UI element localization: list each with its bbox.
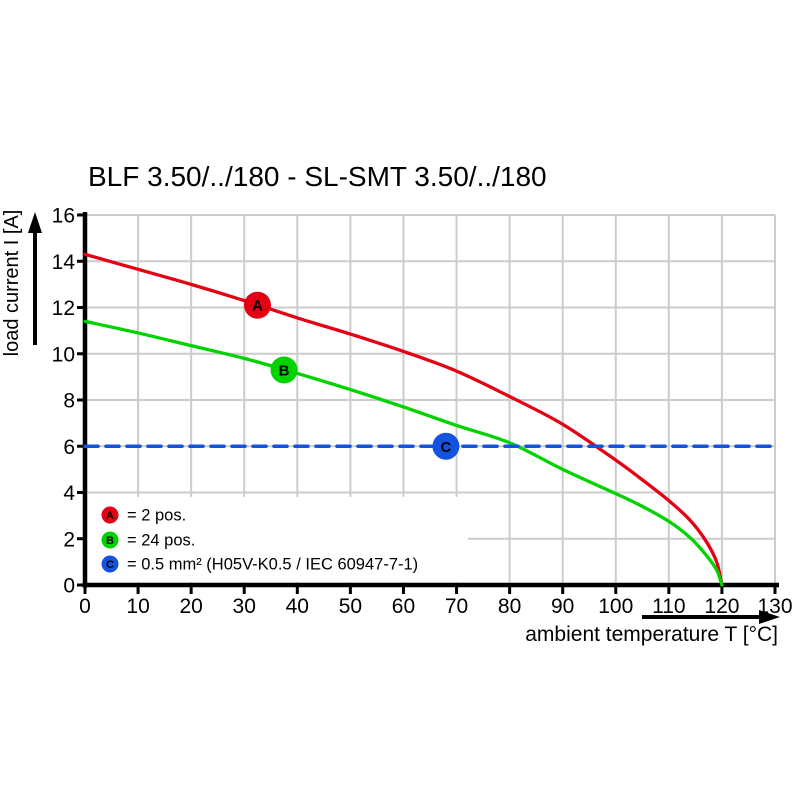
x-tick-label-50: 50 <box>339 595 362 618</box>
y-tick-label-8: 8 <box>63 390 75 413</box>
x-tick-label-80: 80 <box>498 595 521 618</box>
marker-B: B <box>270 356 298 384</box>
marker-letter-A: A <box>252 298 263 315</box>
legend-marker-C <box>101 555 119 573</box>
marker-circle-A <box>244 291 271 319</box>
x-axis-label: ambient temperature T [°C] <box>525 623 778 646</box>
legend-item-B: B = 24 pos. <box>101 531 195 550</box>
legend-marker-letter-A: A <box>106 510 114 522</box>
x-tick-label-120: 120 <box>704 595 739 618</box>
x-tick-label-40: 40 <box>286 595 309 618</box>
x-tick-label-100: 100 <box>598 595 633 618</box>
marker-A: A <box>244 291 271 319</box>
y-tick-label-16: 16 <box>52 205 75 228</box>
legend-label-B: = 24 pos. <box>127 532 195 550</box>
y-tick-label-6: 6 <box>63 436 75 459</box>
y-tick-label-12: 12 <box>52 297 75 320</box>
y-tick-label-4: 4 <box>63 482 75 505</box>
x-tick-label-30: 30 <box>233 595 256 618</box>
curve-B <box>83 319 724 587</box>
y-tick-label-10: 10 <box>52 343 75 366</box>
legend-item-A: A = 2 pos. <box>101 506 186 525</box>
marker-letter-C: C <box>441 439 452 456</box>
y-tick-label-0: 0 <box>63 575 75 598</box>
legend-marker-B <box>101 531 119 549</box>
curve-A <box>83 252 724 587</box>
x-tick-label-0: 0 <box>79 595 91 618</box>
legend-label-A: = 2 pos. <box>127 507 186 525</box>
legend-marker-A <box>101 506 119 524</box>
legend-marker-letter-C: C <box>106 559 114 571</box>
chart-title: BLF 3.50/../180 - SL-SMT 3.50/../180 <box>88 161 547 192</box>
marker-C: C <box>432 432 460 460</box>
y-axis-label: load current I [A] <box>1 210 23 357</box>
y-tick-label-2: 2 <box>63 528 75 551</box>
x-tick-label-110: 110 <box>652 595 685 618</box>
marker-circle-B <box>270 356 298 384</box>
legend-background <box>87 497 468 582</box>
marker-circle-C <box>432 432 460 460</box>
x-tick-label-70: 70 <box>445 595 468 618</box>
x-tick-label-90: 90 <box>551 595 574 618</box>
x-tick-label-130: 130 <box>757 595 792 618</box>
plot-area: 0 10 20 30 40 50 60 70 80 90 100 110 120 130 0 2 4 6 8 10 12… <box>52 205 793 619</box>
x-tick-label-60: 60 <box>392 595 415 618</box>
x-axis-arrow-icon <box>642 610 780 624</box>
legend-marker-letter-B: B <box>106 535 114 547</box>
y-tick-label-14: 14 <box>52 251 76 274</box>
x-tick-label-20: 20 <box>179 595 202 618</box>
legend-item-C: C = 0.5 mm² (H05V-K0.5 / IEC 60947-7-1) <box>101 555 418 574</box>
legend-label-C: = 0.5 mm² (H05V-K0.5 / IEC 60947-7-1) <box>127 556 418 574</box>
marker-letter-B: B <box>279 362 290 379</box>
y-axis-arrow-icon <box>28 212 42 345</box>
x-tick-label-10: 10 <box>126 595 149 618</box>
